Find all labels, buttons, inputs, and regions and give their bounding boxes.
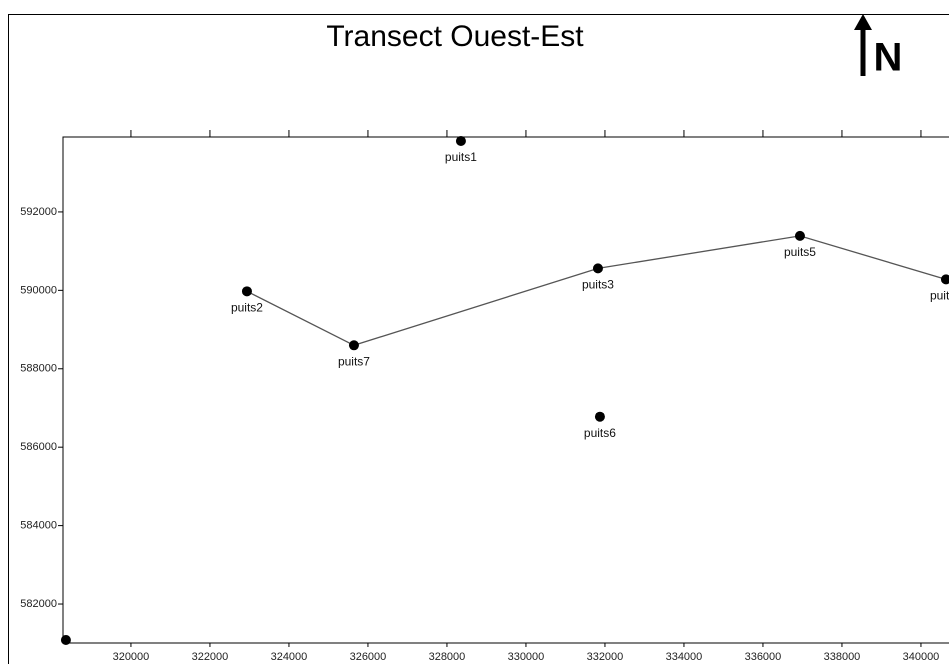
well-label: puits1 <box>445 150 477 164</box>
well-point <box>940 274 949 285</box>
well-label: puits3 <box>582 278 614 292</box>
north-arrow <box>854 14 872 76</box>
well-point <box>60 634 71 645</box>
y-tick-label: 586000 <box>20 441 57 453</box>
x-tick-label: 336000 <box>745 651 782 663</box>
well-label: puits2 <box>231 301 263 315</box>
x-tick-label: 322000 <box>192 651 229 663</box>
x-tick-label: 326000 <box>350 651 387 663</box>
x-tick-label: 340000 <box>903 651 940 663</box>
well-point <box>241 286 252 297</box>
y-tick-label: 592000 <box>20 206 57 218</box>
well-point <box>348 340 359 351</box>
well-point <box>592 263 603 274</box>
x-tick-label: 328000 <box>429 651 466 663</box>
x-tick-label: 334000 <box>666 651 703 663</box>
x-tick-label: 330000 <box>508 651 545 663</box>
y-tick-label: 588000 <box>20 363 57 375</box>
frame <box>8 14 949 664</box>
x-tick-label: 338000 <box>824 651 861 663</box>
y-tick-label: 584000 <box>20 520 57 532</box>
x-tick-label: 324000 <box>271 651 308 663</box>
well-point <box>455 135 466 146</box>
map-title: Transect Ouest-Est <box>326 20 584 53</box>
well-label: puits6 <box>584 426 616 440</box>
well-label: puits4 <box>930 289 949 303</box>
well-label: puits5 <box>784 245 816 259</box>
x-tick-label: 332000 <box>587 651 624 663</box>
y-tick-label: 582000 <box>20 598 57 610</box>
well-point <box>594 411 605 422</box>
north-label: N <box>874 36 903 80</box>
y-tick-label: 590000 <box>20 284 57 296</box>
x-tick-label: 320000 <box>113 651 150 663</box>
well-label: puits7 <box>338 354 370 368</box>
well-point <box>794 230 805 241</box>
plot-area <box>62 136 949 644</box>
